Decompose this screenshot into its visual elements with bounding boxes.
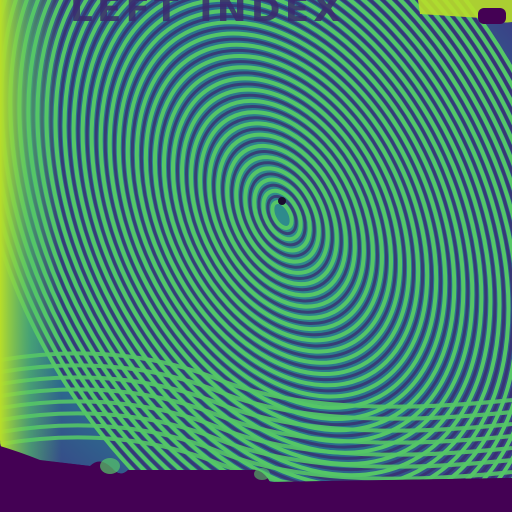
core-point — [278, 197, 286, 205]
finger-label: LEFT INDEX — [70, 0, 346, 30]
